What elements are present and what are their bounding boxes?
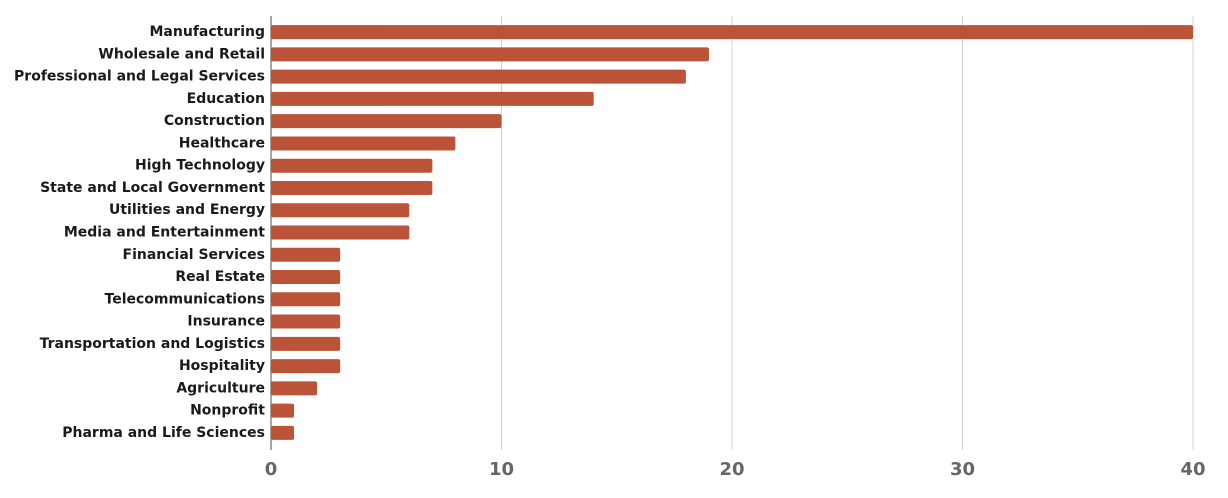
y-tick-label: High Technology [135, 158, 265, 174]
bar [271, 203, 410, 218]
bar [271, 247, 341, 262]
bar [271, 381, 318, 396]
y-tick-label: Nonprofit [190, 403, 265, 419]
x-tick-label: 40 [1180, 459, 1205, 480]
y-tick-label: Education [187, 91, 265, 107]
y-tick-label: Financial Services [123, 247, 266, 263]
y-tick-label: Hospitality [179, 358, 265, 374]
bar [271, 314, 341, 329]
bar [271, 336, 341, 351]
y-tick-label: Manufacturing [150, 24, 266, 40]
bar [271, 25, 1193, 40]
bar [271, 158, 433, 173]
bar [271, 91, 594, 106]
y-tick-label: Agriculture [176, 380, 265, 396]
y-tick-label: Wholesale and Retail [98, 46, 265, 62]
bar [271, 114, 502, 129]
y-tick-label: State and Local Government [40, 180, 265, 196]
bar [271, 425, 295, 440]
y-tick-label: Utilities and Energy [109, 202, 265, 218]
y-tick-label: Telecommunications [105, 291, 265, 307]
bar [271, 403, 295, 418]
bar [271, 270, 341, 285]
y-tick-label: Professional and Legal Services [14, 69, 265, 85]
x-tick-label: 20 [719, 459, 744, 480]
y-tick-label: Real Estate [175, 269, 265, 285]
y-tick-label: Construction [164, 113, 265, 129]
bar [271, 47, 709, 62]
bar [271, 359, 341, 374]
x-tick-label: 10 [489, 459, 514, 480]
bar [271, 180, 433, 195]
bar [271, 225, 410, 240]
bar [271, 69, 686, 84]
y-tick-label: Transportation and Logistics [40, 336, 265, 352]
y-tick-label: Insurance [187, 314, 265, 330]
y-tick-label: Media and Entertainment [64, 225, 265, 241]
bar [271, 292, 341, 307]
x-tick-label: 0 [265, 459, 278, 480]
y-tick-label: Healthcare [179, 135, 265, 151]
x-tick-label: 30 [950, 459, 975, 480]
y-tick-label: Pharma and Life Sciences [62, 425, 265, 441]
bar [271, 136, 456, 151]
